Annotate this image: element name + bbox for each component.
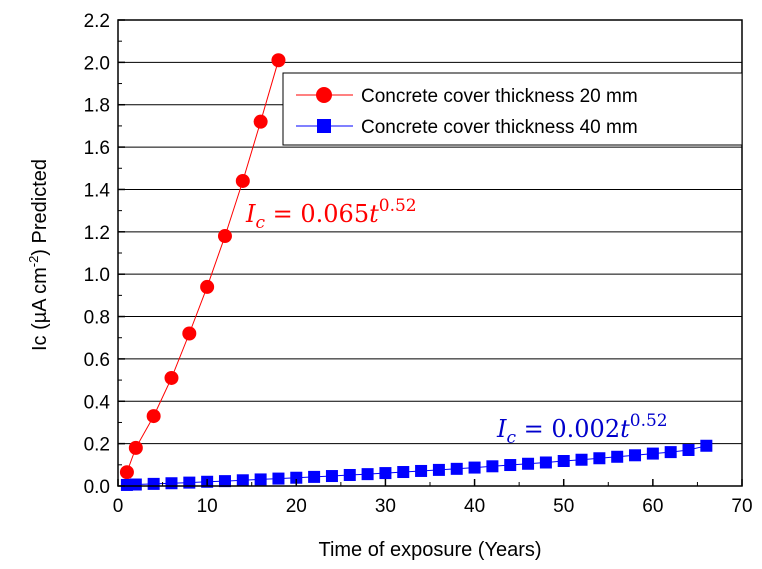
x-tick-label: 10 [197, 496, 218, 517]
series-1-point [271, 53, 286, 68]
x-tick-label: 60 [642, 496, 663, 517]
series-1-point [235, 173, 250, 188]
eq-symbol: I [496, 415, 507, 443]
eq-equals: = [265, 200, 300, 228]
eq-subscript: c [506, 428, 516, 448]
eq-exponent: 0.52 [630, 411, 668, 431]
series-2-point [557, 455, 570, 468]
eq-variable: t [620, 415, 630, 443]
data-series [119, 53, 713, 491]
legend: Concrete cover thickness 20 mm Concrete … [282, 72, 743, 146]
legend-label-series-1: Concrete cover thickness 20 mm [361, 86, 638, 107]
series-2-point [682, 443, 695, 456]
y-tick-label: 1.4 [84, 180, 111, 201]
eq-coefficient: 0.065 [300, 200, 369, 228]
eq-variable: t [369, 200, 379, 228]
y-axis-title: Ic (µA cm-2) Predicted [26, 159, 51, 351]
series-2-point [183, 476, 196, 489]
equation-annotation-40mm: Ic = 0.002t0.52 [496, 411, 668, 448]
y-tick-label: 0.2 [84, 435, 110, 456]
series-2-point [629, 449, 642, 462]
eq-equals: = [516, 415, 551, 443]
series-1-point [146, 409, 161, 424]
x-tick-label: 30 [375, 496, 396, 517]
series-2-point [611, 450, 624, 463]
series-2-point [415, 464, 428, 477]
y-tick-label: 2.2 [84, 11, 110, 32]
series-1-point [217, 229, 232, 244]
x-tick-label: 0 [113, 496, 124, 517]
y-tick-label: 0.8 [84, 308, 110, 329]
series-2-point [325, 470, 338, 483]
series-2-point [165, 477, 178, 490]
series-2-point [290, 471, 303, 484]
series-2-point [254, 473, 267, 486]
y-tick-label: 1.6 [84, 138, 110, 159]
series-2-point [432, 463, 445, 476]
y-tick-label: 0.6 [84, 350, 110, 371]
legend-box [282, 72, 743, 146]
series-2-point [504, 459, 517, 472]
series-2-point [236, 474, 249, 487]
legend-marker-series-2 [317, 119, 331, 133]
series-1-line [126, 60, 279, 473]
series-2-point [575, 453, 588, 466]
series-2-point [664, 446, 677, 459]
series-2-point [397, 466, 410, 479]
series-1-point [253, 114, 268, 129]
series-2-point [486, 460, 499, 473]
series-2-point [593, 452, 606, 465]
series-2-point [700, 439, 713, 452]
y-axis-title-base: Ic (µA cm [29, 267, 51, 351]
legend-item-series-2: Concrete cover thickness 40 mm [296, 117, 638, 138]
legend-marker-series-1 [316, 87, 332, 103]
series-2-point [379, 467, 392, 480]
legend-label-series-2: Concrete cover thickness 40 mm [361, 117, 638, 138]
series-2-point [272, 472, 285, 485]
eq-symbol: I [245, 200, 256, 228]
series-2-point [129, 478, 142, 491]
series-1-point [128, 440, 143, 455]
series-2-point [646, 447, 659, 460]
series-1-point [200, 279, 215, 294]
y-tick-label: 1.0 [84, 265, 110, 286]
y-tick-label: 1.8 [84, 96, 110, 117]
x-tick-label: 70 [731, 496, 752, 517]
series-2-point [343, 468, 356, 481]
y-axis-title-tail: ) Predicted [29, 159, 51, 256]
series-2-point [308, 470, 321, 483]
y-axis-title-superscript: -2 [26, 256, 41, 268]
series-2-point [539, 456, 552, 469]
x-axis-title: Time of exposure (Years) [318, 539, 541, 561]
x-tick-label: 50 [553, 496, 574, 517]
y-tick-label: 0.0 [84, 477, 110, 498]
series-2-point [468, 461, 481, 474]
series-2-point [522, 457, 535, 470]
eq-subscript: c [255, 213, 265, 233]
y-tick-label: 1.2 [84, 223, 110, 244]
series-1-point [182, 326, 197, 341]
series-2-point [120, 478, 133, 491]
series-2-point [218, 475, 231, 488]
series-1-point [119, 465, 134, 480]
x-tick-label: 20 [286, 496, 307, 517]
y-tick-label: 2.0 [84, 53, 110, 74]
y-tick-label: 0.4 [84, 392, 111, 413]
eq-exponent: 0.52 [379, 196, 417, 216]
series-1-point [164, 370, 179, 385]
series-2-line [126, 445, 707, 486]
eq-coefficient: 0.002 [551, 415, 620, 443]
ticks: 0.0 0.2 0.4 0.6 0.8 1.0 1.2 1.4 1.6 1.8 2.0 2.2 0 10 2… [84, 11, 753, 517]
series-2-point [147, 477, 160, 490]
equation-annotation-20mm: Ic = 0.065t0.52 [245, 196, 417, 233]
legend-item-series-1: Concrete cover thickness 20 mm [296, 86, 638, 107]
x-tick-label: 40 [464, 496, 485, 517]
series-2-point [361, 468, 374, 481]
series-2-point [450, 462, 463, 475]
